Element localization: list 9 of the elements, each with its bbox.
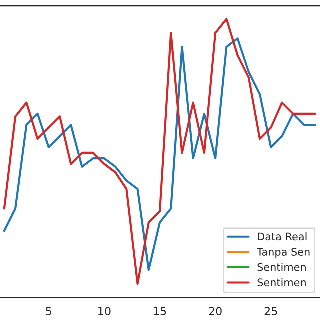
x-tick-label: 15 xyxy=(154,307,166,316)
legend-label: Data Real xyxy=(258,232,307,241)
legend-label: Tanpa Sen xyxy=(257,248,310,258)
x-tick-label: 20 xyxy=(209,307,222,316)
x-tick-label: 25 xyxy=(264,307,278,316)
x-tick-label: 5 xyxy=(46,307,52,316)
legend-label: Sentimen xyxy=(258,263,306,272)
legend-label: Sentimen xyxy=(258,278,306,287)
x-tick-label: 10 xyxy=(98,307,111,316)
